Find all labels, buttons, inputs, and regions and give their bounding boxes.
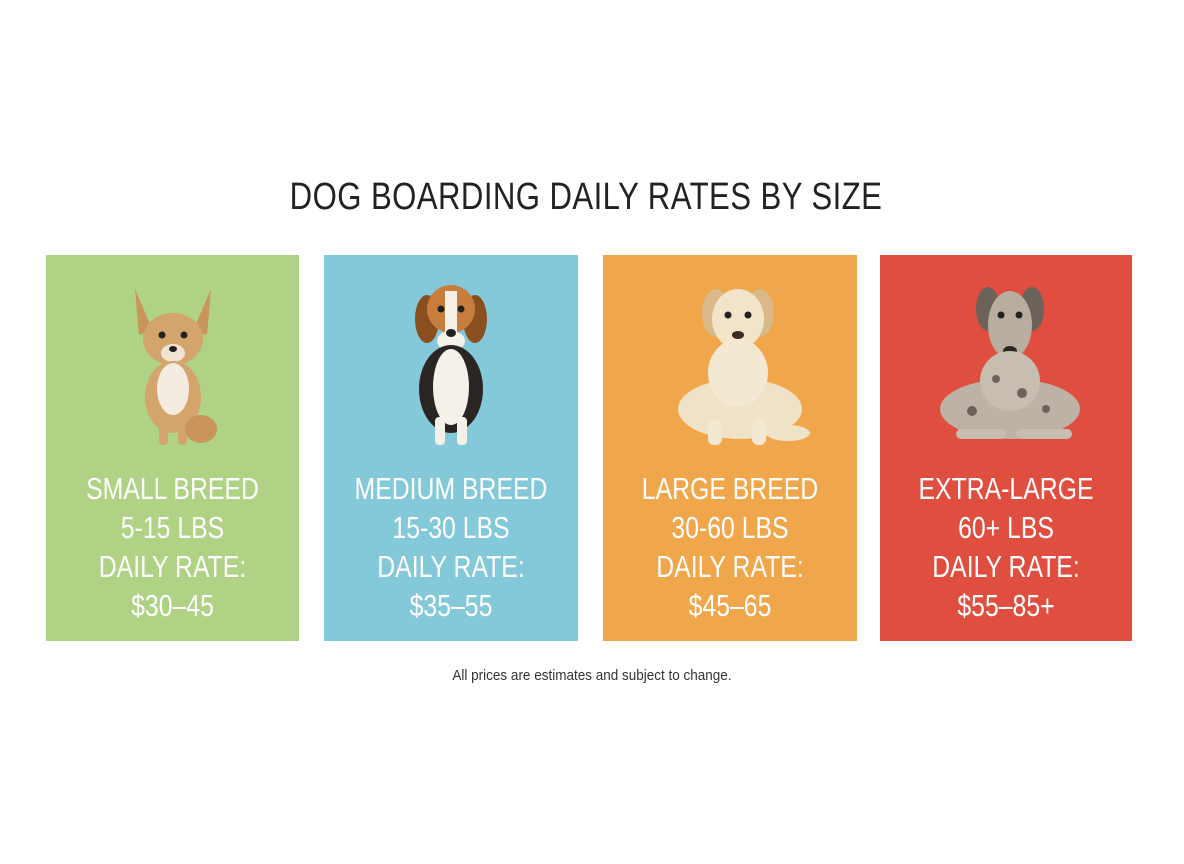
card-large-breed: LARGE BREED 30-60 LBS DAILY RATE: $45–65 <box>603 255 857 641</box>
card-extra-large: EXTRA-LARGE 60+ LBS DAILY RATE: $55–85+ <box>880 255 1132 641</box>
card-size-label: EXTRA-LARGE <box>918 471 1094 506</box>
card-price: $55–85+ <box>957 588 1055 623</box>
card-rate-label: DAILY RATE: <box>656 549 804 584</box>
card-size-label: LARGE BREED <box>641 471 819 506</box>
card-small-breed: SMALL BREED 5-15 LBS DAILY RATE: $30–45 <box>46 255 299 641</box>
labrador-icon <box>678 289 810 445</box>
beagle-icon <box>415 285 487 445</box>
card-rate-label: DAILY RATE: <box>98 549 247 584</box>
card-rate-label: DAILY RATE: <box>932 549 1080 584</box>
card-weight-range: 5-15 LBS <box>120 510 225 545</box>
pricing-disclaimer: All prices are estimates and subject to … <box>452 667 732 684</box>
card-price: $30–45 <box>131 588 214 623</box>
card-weight-range: 15-30 LBS <box>392 510 510 545</box>
card-rate-label: DAILY RATE: <box>377 549 525 584</box>
card-weight-range: 30-60 LBS <box>671 510 789 545</box>
card-price: $35–55 <box>409 588 493 623</box>
chihuahua-icon <box>134 289 217 445</box>
card-size-label: SMALL BREED <box>86 471 259 506</box>
card-medium-breed: MEDIUM BREED 15-30 LBS DAILY RATE: $35–5… <box>324 255 578 641</box>
great-dane-icon <box>940 287 1080 439</box>
card-weight-range: 60+ LBS <box>958 510 1054 545</box>
card-price: $45–65 <box>688 588 772 623</box>
card-size-label: MEDIUM BREED <box>354 471 548 506</box>
page-title: DOG BOARDING DAILY RATES BY SIZE <box>289 176 883 218</box>
